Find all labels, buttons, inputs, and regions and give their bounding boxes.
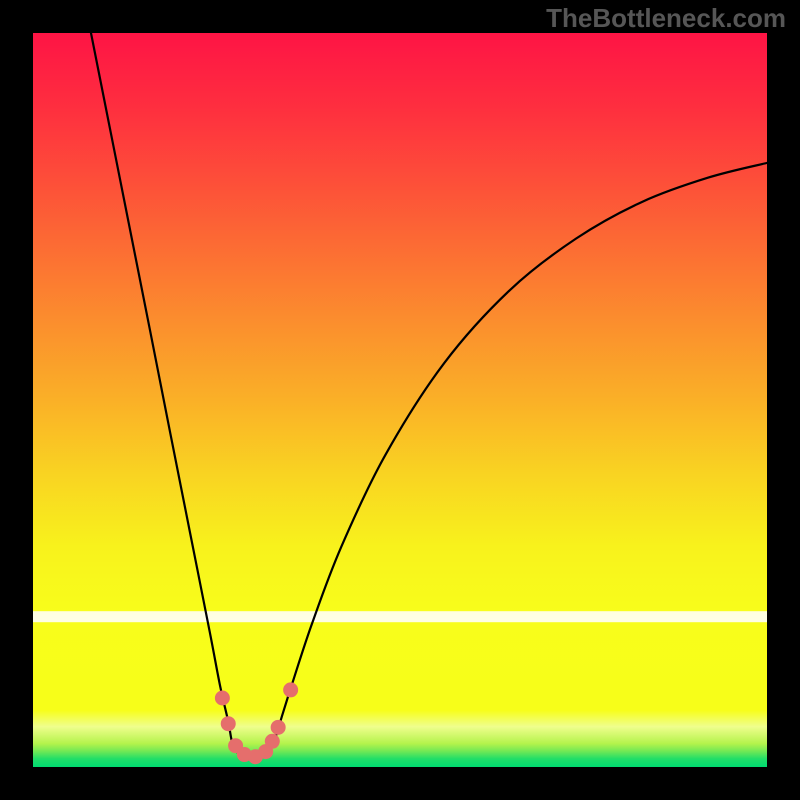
plot-area [33,33,767,767]
watermark-text: TheBottleneck.com [546,3,786,34]
background-gradient [33,33,767,767]
